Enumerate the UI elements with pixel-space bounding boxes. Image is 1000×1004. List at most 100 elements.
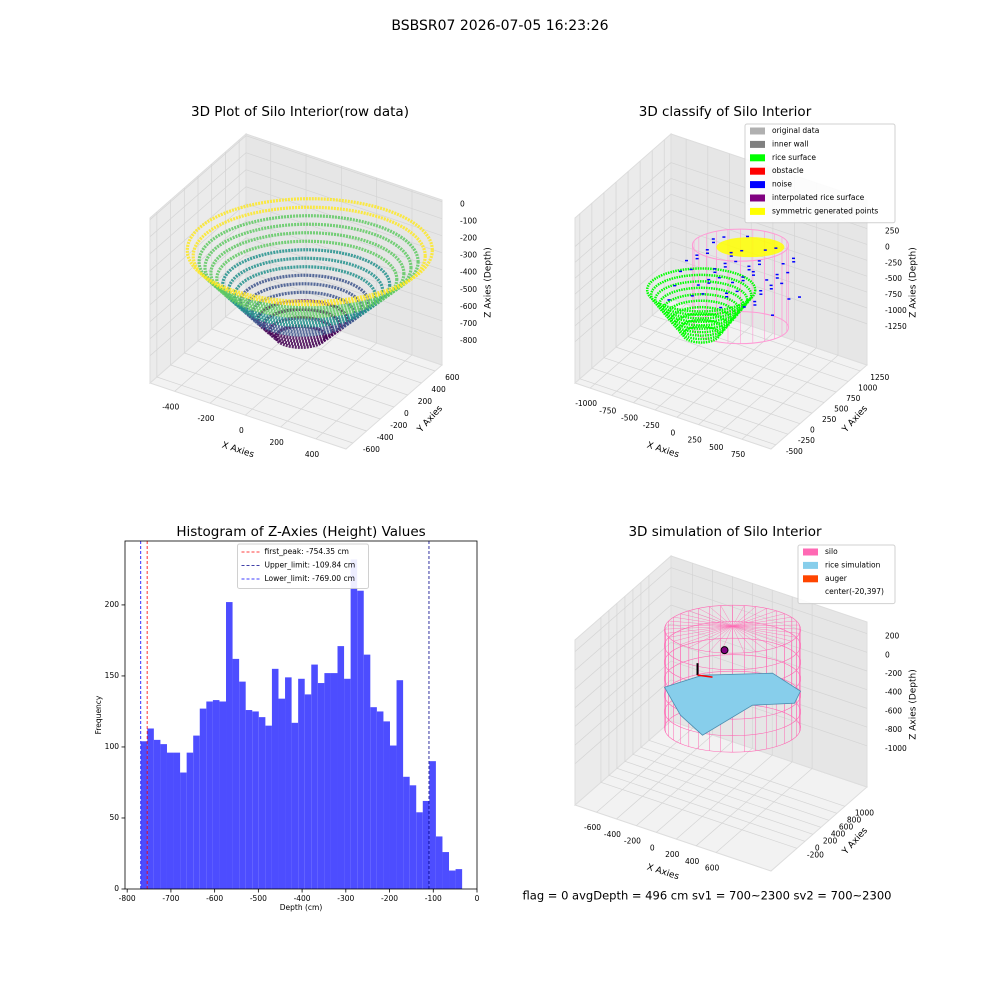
decoration: [209, 231, 406, 316]
decoration: [680, 625, 733, 645]
histogram-bar: [298, 678, 305, 889]
decoration: [701, 293, 705, 295]
decoration: [722, 236, 726, 238]
decoration: [747, 269, 751, 271]
grid-line: [149, 169, 247, 254]
decoration: [720, 605, 733, 627]
x-tick-label: -500: [250, 894, 267, 903]
histogram-bar: [173, 752, 181, 889]
legend-label: symmetric generated points: [772, 206, 878, 215]
z-tick-label: 250: [885, 227, 900, 236]
decoration: [732, 616, 792, 627]
legend-swatch: [750, 140, 765, 148]
y-tick-label: 0: [810, 426, 815, 435]
legend-box: [797, 544, 896, 605]
decoration: [698, 608, 733, 627]
x-tick-label: 500: [709, 443, 724, 452]
grid-line: [636, 741, 733, 826]
z-tick-label: -1250: [885, 322, 907, 331]
grid-line: [156, 376, 353, 444]
z-tick-label: -300: [460, 251, 477, 260]
legend-label: rice simulation: [825, 560, 881, 569]
decoration: [740, 249, 744, 252]
grid-line: [225, 316, 422, 384]
histogram-bar: [232, 658, 240, 889]
y-tick-label: 1000: [855, 808, 874, 817]
decoration: [668, 625, 733, 638]
grid-line: [654, 325, 752, 411]
legend-swatch: [750, 181, 765, 189]
decoration: [664, 604, 801, 654]
grid-line: [720, 347, 817, 433]
y-tick-label: 0: [815, 843, 820, 852]
legend-swatch: [750, 127, 765, 135]
y-tick-label: -400: [377, 433, 394, 442]
z-tick-label: -500: [885, 274, 902, 283]
decoration: [711, 238, 715, 240]
decoration: [719, 306, 723, 309]
decoration: [780, 282, 784, 285]
decoration: [732, 625, 777, 648]
decoration: [716, 237, 785, 258]
x-tick-label: -200: [198, 414, 215, 423]
histogram-bar: [193, 735, 200, 889]
y-tick-label: 0: [114, 884, 119, 893]
z-tick-label: -100: [460, 217, 477, 226]
decoration: [696, 284, 700, 286]
histogram-bar: [383, 721, 390, 889]
legend-label: original data: [772, 126, 819, 135]
histogram-bar: [455, 869, 463, 889]
histogram-bar: [422, 800, 430, 889]
x-tick-label: -600: [206, 894, 223, 903]
grid-line: [184, 352, 381, 420]
decoration: [203, 222, 413, 313]
legend-label: auger: [825, 574, 848, 583]
y-tick-label: 250: [822, 415, 837, 424]
grid-line: [616, 734, 713, 820]
x-tick-label: 0: [239, 426, 244, 435]
decoration: [695, 257, 699, 260]
grid-line: [574, 194, 672, 279]
histogram-bar: [416, 812, 423, 889]
decoration: [717, 276, 721, 279]
legend-box: [237, 543, 369, 589]
x-tick-label: -700: [162, 894, 179, 903]
grid-line: [149, 237, 247, 323]
x-axis-label: Depth (cm): [280, 903, 323, 912]
y-axis-label: Frequency: [94, 695, 103, 734]
legend-label: Upper_limit: -109.84 cm: [265, 561, 356, 570]
decoration: [645, 267, 757, 313]
grid-line: [574, 209, 672, 295]
grid-line: [676, 754, 773, 840]
axes-3d: -400 -200 0 200 400 -600 -400 -200 0 200 400 600 0 -1…: [149, 132, 494, 460]
y-tick-label: 100: [105, 742, 120, 751]
decoration: [725, 296, 729, 298]
x-tick-label: -100: [425, 894, 442, 903]
decoration: [697, 674, 713, 678]
z-tick-label: -400: [885, 688, 902, 697]
histogram-bar: [396, 680, 404, 889]
grid-line: [624, 760, 822, 828]
histogram-bar: [442, 852, 450, 889]
decoration: [649, 273, 753, 317]
decoration: [753, 300, 757, 303]
histogram-bar: [285, 677, 292, 889]
z-axis-label: Z Axies (Depth): [484, 247, 494, 318]
grid-line: [574, 178, 672, 263]
decoration: [759, 293, 763, 295]
x-tick-label: -300: [337, 894, 354, 903]
x-tick-label: 0: [650, 843, 655, 852]
histogram-bar: [265, 725, 272, 889]
x-tick-label: -800: [119, 894, 136, 903]
y-tick-label: 500: [834, 405, 849, 414]
decoration: [707, 278, 711, 281]
grid-line: [670, 623, 868, 691]
x-tick-label: 0: [475, 894, 480, 903]
x-tick-label: -600: [584, 823, 601, 832]
z-tick-label: -800: [885, 725, 902, 734]
histogram-bar: [180, 772, 187, 889]
decoration: [713, 271, 717, 274]
grid-line: [574, 642, 672, 727]
